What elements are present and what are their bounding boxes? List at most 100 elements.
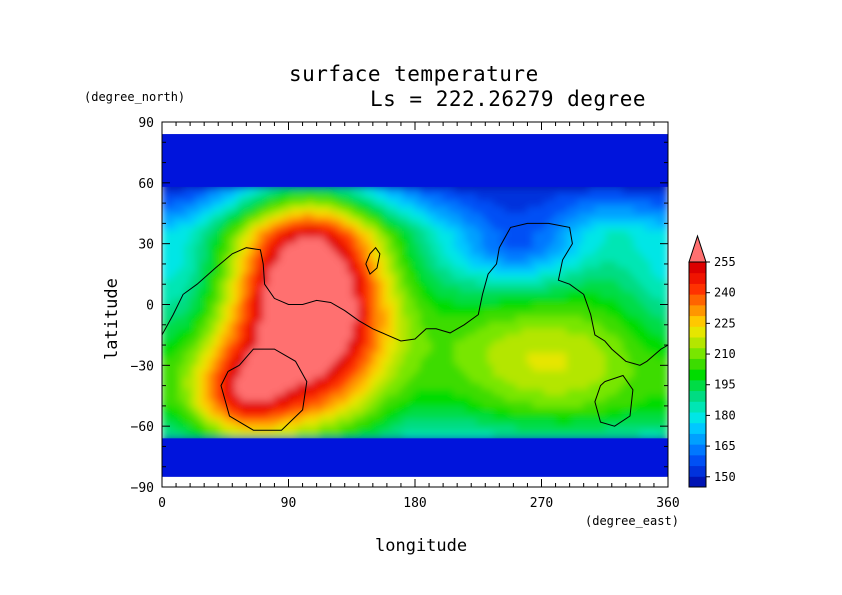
field-cell	[521, 346, 528, 354]
field-cell	[611, 279, 618, 287]
field-cell	[347, 297, 354, 305]
field-cell	[600, 316, 607, 324]
field-cell	[307, 413, 315, 421]
field-cell	[583, 212, 590, 220]
field-cell	[633, 231, 641, 239]
field-cell	[206, 322, 214, 330]
field-cell	[420, 370, 427, 378]
field-cell	[386, 413, 394, 421]
field-cell	[296, 334, 304, 342]
field-cell	[442, 273, 450, 281]
field-cell	[594, 352, 602, 360]
field-cell	[386, 212, 394, 220]
field-cell	[645, 291, 652, 299]
field-cell	[375, 401, 382, 409]
field-cell	[605, 328, 613, 336]
field-cell	[392, 389, 399, 397]
field-cell	[566, 316, 573, 324]
field-cell	[560, 194, 568, 202]
field-cell	[605, 188, 613, 196]
field-cell	[363, 370, 371, 378]
field-cell	[257, 243, 264, 251]
field-cell	[571, 249, 579, 257]
field-cell	[583, 340, 590, 348]
field-cell	[268, 218, 275, 226]
field-cell	[162, 297, 169, 305]
field-cell	[223, 243, 230, 251]
field-cell	[661, 267, 668, 275]
field-cell	[206, 413, 214, 421]
field-cell	[442, 316, 450, 324]
field-cell	[571, 218, 579, 226]
field-cell	[470, 383, 478, 391]
field-cell	[431, 352, 438, 360]
field-cell	[178, 364, 185, 372]
field-cell	[268, 322, 275, 330]
field-cell	[234, 237, 242, 245]
field-cell	[538, 255, 545, 263]
field-cell	[622, 316, 630, 324]
field-cell	[498, 279, 506, 287]
field-cell	[453, 346, 461, 354]
field-cell	[397, 334, 405, 342]
field-cell	[212, 279, 219, 287]
field-cell	[324, 218, 332, 226]
field-cell	[279, 352, 287, 360]
field-cell	[622, 243, 630, 251]
field-cell	[352, 370, 360, 378]
field-cell	[465, 224, 472, 232]
field-cell	[206, 370, 214, 378]
field-cell	[526, 310, 534, 318]
field-cell	[318, 243, 326, 251]
field-cell	[369, 358, 377, 366]
field-cell	[223, 352, 230, 360]
field-cell	[200, 334, 208, 342]
field-cell	[622, 401, 630, 409]
field-cell	[526, 200, 534, 208]
field-cell	[195, 194, 202, 202]
field-cell	[324, 188, 332, 196]
field-cell	[358, 377, 365, 385]
field-cell	[352, 237, 360, 245]
field-cell	[189, 340, 197, 348]
field-cell	[611, 340, 618, 348]
field-cell	[656, 267, 663, 275]
field-cell	[515, 431, 523, 439]
field-cell	[448, 279, 455, 287]
field-cell	[645, 200, 652, 208]
field-cell	[633, 364, 641, 372]
field-cell	[633, 340, 641, 348]
field-cell	[504, 328, 512, 336]
field-cell	[290, 194, 298, 202]
field-cell	[352, 194, 360, 202]
field-cell	[290, 231, 298, 239]
field-cell	[318, 358, 326, 366]
field-cell	[403, 255, 410, 263]
field-cell	[650, 285, 658, 293]
field-cell	[212, 291, 219, 299]
field-cell	[307, 389, 315, 397]
field-cell	[639, 370, 647, 378]
field-cell	[510, 419, 517, 427]
field-cell	[639, 383, 647, 391]
field-cell	[639, 194, 647, 202]
field-cell	[228, 188, 236, 196]
field-cell	[285, 285, 292, 293]
field-cell	[622, 200, 630, 208]
field-cell	[240, 237, 247, 245]
field-cell	[302, 364, 309, 372]
field-cell	[262, 383, 270, 391]
field-cell	[566, 218, 573, 226]
field-cell	[588, 419, 596, 427]
field-cell	[611, 188, 618, 196]
field-cell	[369, 383, 377, 391]
field-cell	[279, 340, 287, 348]
field-cell	[577, 237, 585, 245]
field-cell	[465, 370, 472, 378]
field-cell	[358, 267, 365, 275]
field-cell	[318, 377, 326, 385]
field-cell	[549, 188, 557, 196]
field-cell	[549, 419, 557, 427]
field-cell	[465, 310, 472, 318]
field-cell	[217, 194, 225, 202]
